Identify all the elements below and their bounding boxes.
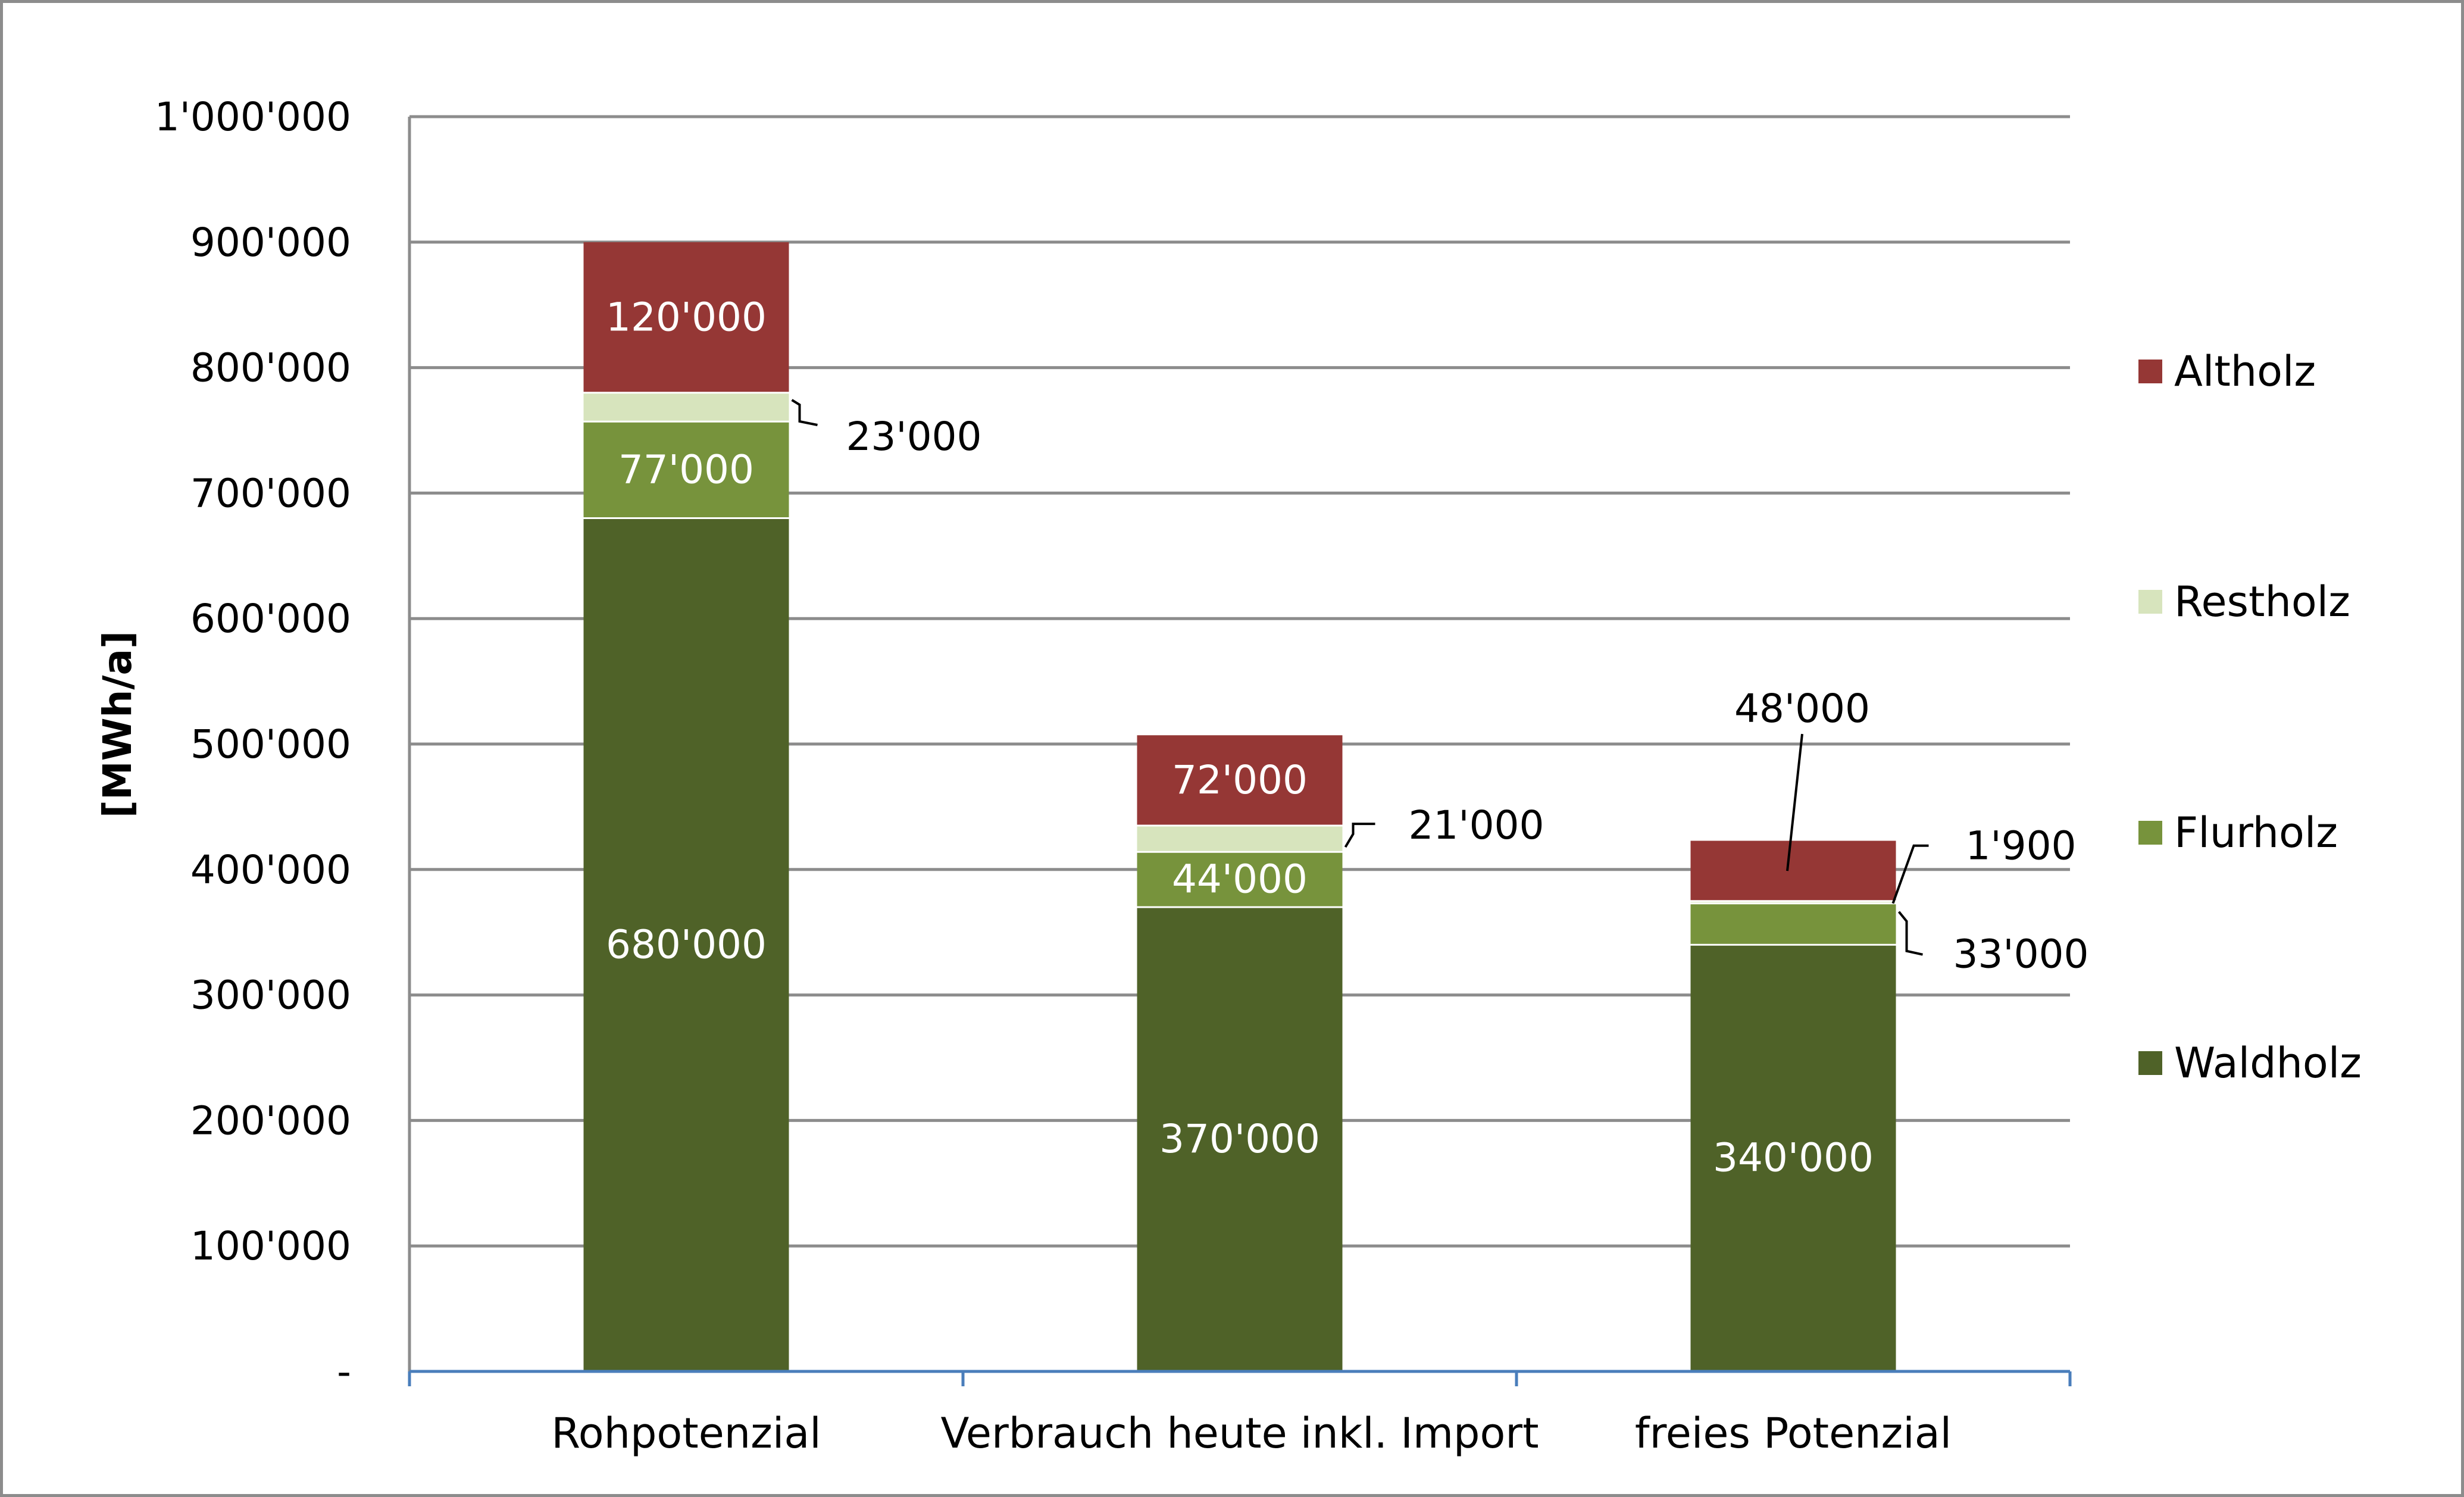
y-tick-label: - [337, 1349, 351, 1395]
data-label: 370'000 [1159, 1116, 1320, 1162]
data-label: 1'900 [1965, 823, 2076, 869]
y-tick-label: 200'000 [190, 1098, 351, 1143]
legend-swatch-waldholz [2138, 1051, 2162, 1075]
data-label-leader [1891, 844, 1929, 904]
data-label: 680'000 [606, 921, 767, 967]
legend: Altholz Restholz Flurholz Waldholz [2138, 347, 2362, 1087]
data-label-leader [791, 399, 818, 426]
data-label: 21'000 [1408, 802, 1544, 848]
x-tick-label: Rohpotenzial [551, 1409, 821, 1458]
data-label-leader [1897, 911, 1923, 956]
data-labels: 680'000 77'000 120'000 23'000 370'000 44'000 7… [606, 294, 2089, 1180]
legend-label-altholz: Altholz [2174, 347, 2316, 396]
data-label: 33'000 [1953, 932, 2088, 977]
data-label-leader [1344, 823, 1375, 848]
bar-segment-altholz [583, 242, 789, 393]
y-tick-label: 600'000 [190, 596, 351, 642]
stacked-bar-chart: - 100'000 200'000 300'000 400'000 500'000 600'… [95, 94, 2362, 1458]
y-tick-label: 500'000 [190, 721, 351, 767]
data-label: 120'000 [606, 294, 767, 340]
legend-swatch-restholz [2138, 590, 2162, 614]
data-label: 72'000 [1172, 757, 1308, 803]
y-tick-label: 1'000'000 [155, 94, 351, 140]
bar-segment-waldholz [1137, 907, 1343, 1371]
data-label: 44'000 [1172, 857, 1308, 902]
y-tick-label: 900'000 [190, 220, 351, 265]
bar-segment-restholz [1137, 826, 1343, 852]
data-label-leader [1786, 733, 1803, 871]
legend-label-restholz: Restholz [2174, 577, 2350, 626]
data-label: 23'000 [846, 414, 981, 460]
legend-swatch-flurholz [2138, 821, 2162, 845]
bar-segment-flurholz [1690, 903, 1896, 945]
y-tick-label: 700'000 [190, 470, 351, 516]
x-tick-label: Verbrauch heute inkl. Import [940, 1409, 1539, 1458]
bar-segment-waldholz [1690, 945, 1896, 1371]
bars [583, 242, 1896, 1371]
legend-label-waldholz: Waldholz [2174, 1039, 2362, 1087]
data-label: 340'000 [1713, 1135, 1874, 1181]
bar-segment-flurholz [583, 421, 789, 518]
bar-segment-altholz [1690, 840, 1896, 901]
y-tick-label: 300'000 [190, 973, 351, 1018]
y-tick-label: 400'000 [190, 847, 351, 893]
bar-segment-waldholz [583, 518, 789, 1371]
legend-swatch-altholz [2138, 360, 2162, 383]
axes: - 100'000 200'000 300'000 400'000 500'000 600'… [155, 94, 2072, 1458]
y-tick-label: 100'000 [190, 1223, 351, 1269]
legend-label-flurholz: Flurholz [2174, 808, 2338, 857]
bar-segment-restholz [1690, 901, 1896, 904]
x-tick-label: freies Potenzial [1635, 1409, 1952, 1458]
y-tick-label: 800'000 [190, 345, 351, 391]
bar-segment-flurholz [1137, 852, 1343, 908]
bar-segment-restholz [583, 392, 789, 422]
data-label: 48'000 [1734, 686, 1870, 732]
y-axis-title: [MWh/a] [95, 631, 140, 818]
data-label: 77'000 [618, 446, 754, 492]
bar-segment-altholz [1137, 735, 1343, 826]
